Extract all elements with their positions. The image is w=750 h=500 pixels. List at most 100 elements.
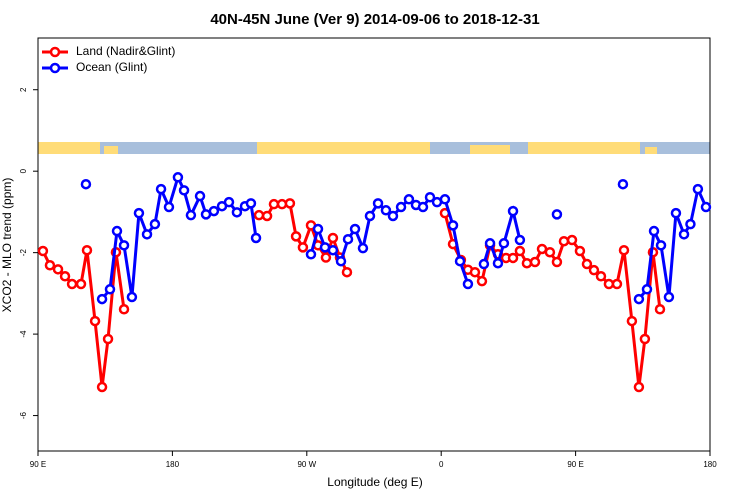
data-point	[297, 242, 309, 253]
data-point	[185, 209, 197, 221]
data-point	[626, 315, 638, 327]
data-point	[514, 234, 526, 246]
data-line	[637, 184, 708, 301]
data-point	[603, 278, 615, 290]
data-point	[618, 244, 630, 256]
data-point	[685, 218, 696, 230]
data-point	[507, 252, 519, 264]
data-point	[663, 291, 675, 303]
data-point	[521, 257, 533, 269]
data-point	[529, 256, 541, 268]
data-point	[654, 304, 666, 315]
data-point	[692, 183, 704, 195]
data-point	[335, 255, 347, 267]
data-point	[133, 207, 145, 219]
data-point	[126, 291, 138, 303]
data-point	[155, 183, 167, 195]
data-point	[498, 238, 510, 249]
data-point	[447, 220, 459, 231]
data-point	[617, 178, 629, 190]
data-point	[581, 258, 593, 270]
data-point	[66, 278, 78, 290]
x-tick-label: 90 E	[30, 460, 46, 469]
data-point	[250, 232, 262, 244]
data-point	[327, 244, 339, 256]
data-point	[245, 198, 257, 209]
data-line	[443, 212, 662, 388]
data-point	[507, 205, 519, 217]
data-point	[81, 244, 93, 256]
data-point	[484, 238, 496, 249]
data-point	[96, 381, 108, 393]
data-point	[566, 234, 578, 246]
data-point	[595, 271, 607, 282]
x-tick-label: 90 E	[567, 460, 583, 469]
data-point	[454, 255, 466, 267]
data-point	[342, 233, 354, 245]
data-point	[633, 381, 645, 393]
data-point	[223, 196, 235, 208]
data-point	[372, 198, 384, 209]
legend-label: Ocean (Glint)	[76, 60, 147, 74]
data-point	[574, 245, 586, 257]
data-point	[380, 205, 392, 216]
legend-marker	[49, 46, 61, 58]
data-point	[395, 201, 407, 213]
data-point	[118, 240, 130, 251]
plot-frame	[37, 37, 711, 452]
data-point	[327, 232, 339, 244]
data-point	[551, 256, 563, 268]
data-point	[469, 266, 481, 278]
data-point	[141, 229, 153, 240]
data-point	[290, 231, 302, 242]
data-point	[231, 207, 243, 218]
data-point	[514, 245, 526, 257]
data-point	[118, 304, 130, 315]
data-point	[194, 190, 206, 202]
data-point	[253, 209, 265, 221]
data-point	[80, 178, 92, 190]
chart-title: 40N-45N June (Ver 9) 2014-09-06 to 2018-…	[210, 11, 539, 28]
data-point	[208, 205, 220, 217]
data-point	[678, 229, 690, 240]
data-point	[37, 245, 49, 257]
data-point	[588, 264, 600, 276]
data-point	[349, 223, 361, 235]
y-tick-label: 0	[19, 168, 28, 173]
x-tick-label: 0	[439, 460, 444, 469]
data-point	[462, 278, 474, 290]
y-tick-label: -6	[19, 411, 28, 419]
data-line	[100, 173, 258, 301]
data-point	[476, 275, 488, 287]
data-point	[633, 293, 645, 305]
data-point	[357, 242, 369, 254]
data-point	[478, 258, 490, 270]
data-point	[492, 257, 504, 269]
data-point	[96, 293, 108, 305]
data-point	[284, 198, 296, 209]
y-tick-label: 2	[19, 87, 28, 92]
surface-strip	[38, 142, 710, 154]
data-point	[417, 201, 429, 213]
x-tick-label: 180	[166, 460, 180, 469]
data-point	[364, 210, 376, 222]
data-point	[700, 201, 712, 213]
data-point	[59, 271, 71, 282]
data-point	[611, 278, 623, 290]
data-point	[149, 218, 161, 230]
data-point	[261, 210, 273, 222]
data-point	[670, 207, 682, 219]
data-point	[44, 260, 56, 271]
data-point	[312, 223, 324, 235]
data-point	[544, 246, 556, 258]
data-point	[341, 266, 353, 278]
legend-label: Land (Nadir&Glint)	[76, 44, 175, 58]
data-point	[268, 198, 280, 210]
data-point	[178, 185, 190, 196]
x-tick-label: 180	[703, 460, 717, 469]
data-point	[89, 315, 101, 327]
x-tick-label: 90 W	[297, 460, 316, 469]
data-point	[52, 264, 64, 275]
data-point	[403, 194, 415, 205]
